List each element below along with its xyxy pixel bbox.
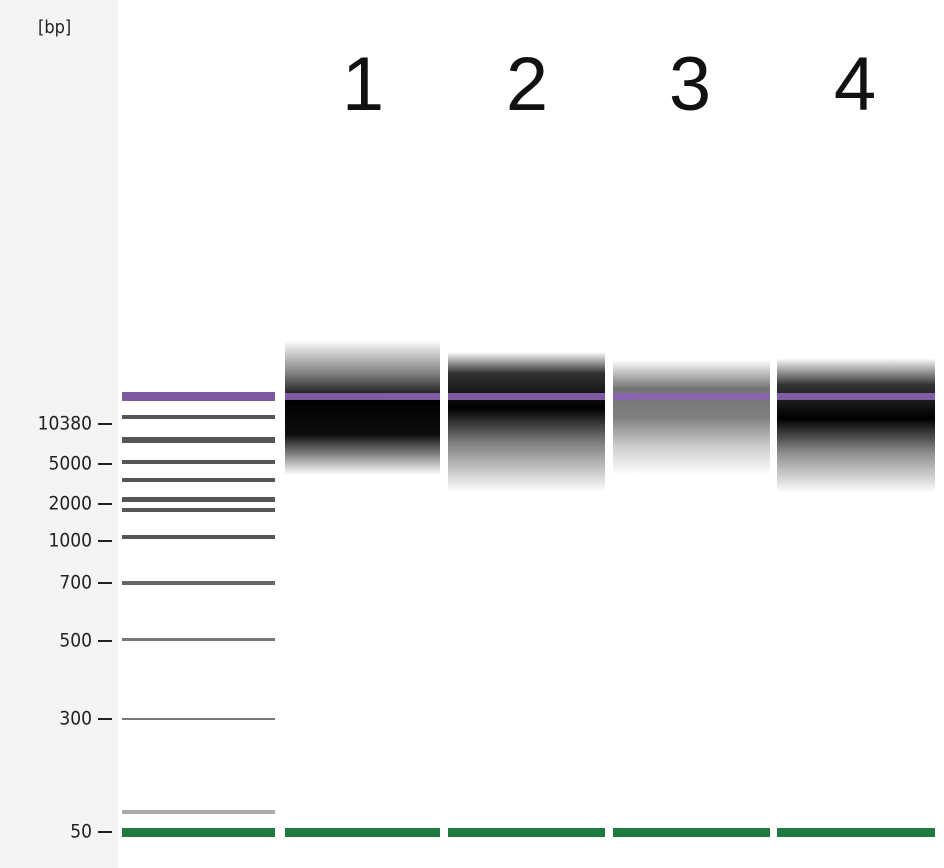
ladder-label: 5000 — [49, 453, 93, 475]
lane-number: 1 — [342, 42, 384, 127]
ladder-lane — [122, 392, 275, 837]
ladder-label: 300 — [59, 708, 92, 730]
ladder-label: 10380 — [38, 413, 92, 435]
ladder-label: 1000 — [49, 530, 93, 552]
sample-lanes — [285, 340, 935, 837]
ladder-label: 50 — [70, 821, 92, 843]
ladder-label: 700 — [59, 572, 92, 594]
lane-number: 4 — [834, 42, 876, 127]
ladder-label: 500 — [59, 630, 92, 652]
unit-label: [bp] — [38, 17, 71, 38]
ladder-label: 2000 — [49, 493, 93, 515]
gel-image: [bp] 10380 5000 2000 1000 — [0, 0, 944, 868]
lane-number: 3 — [669, 42, 711, 127]
lane-number: 2 — [506, 42, 548, 127]
